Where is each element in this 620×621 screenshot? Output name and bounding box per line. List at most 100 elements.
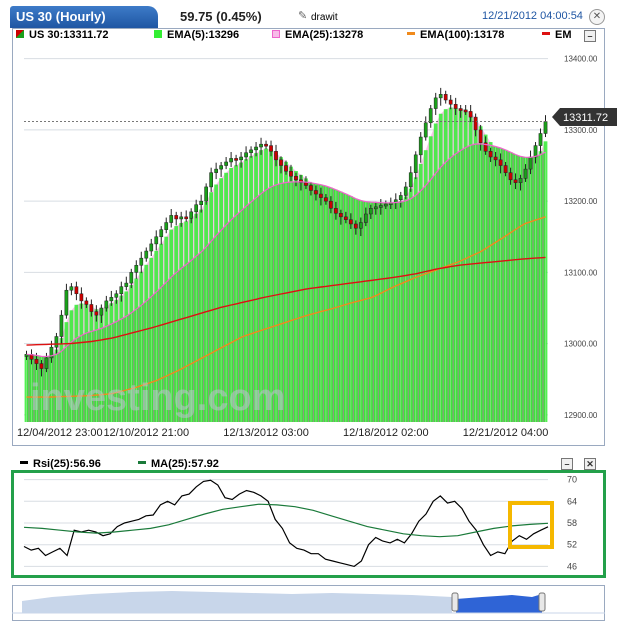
candle-down	[503, 165, 508, 173]
x-tick-label: 12/18/2012 02:00	[343, 427, 429, 439]
candle-up	[144, 250, 149, 259]
highlight-box	[508, 501, 554, 549]
candle-up	[209, 172, 213, 188]
candle-up	[438, 94, 443, 99]
y-tick-label: 12900.00	[564, 411, 598, 420]
rsi-panel-frame	[11, 470, 606, 578]
legend-rsi: Rsi(25):56.96	[20, 458, 101, 470]
candle-up	[189, 211, 194, 219]
rsi-tick-label: 70	[567, 475, 577, 485]
candle-up	[59, 314, 64, 337]
y-tick-label: 13100.00	[564, 268, 598, 277]
candle-up	[403, 186, 408, 196]
legend-ema5-label: EMA(5):13296	[167, 29, 240, 41]
candle-down	[344, 216, 348, 220]
main-chart-frame	[12, 28, 605, 446]
candle-up	[423, 122, 428, 138]
ema100-swatch	[407, 32, 415, 35]
navigator-right-handle[interactable]	[538, 592, 546, 612]
rsi-minimize-button[interactable]: –	[561, 458, 573, 470]
candle-up	[518, 178, 523, 183]
rsi-close-button[interactable]: ✕	[584, 458, 596, 470]
candle-up	[44, 357, 49, 369]
rsi-lines	[23, 479, 549, 568]
rsi-grid	[24, 479, 548, 567]
navigator-chart[interactable]	[12, 585, 605, 621]
candle-down	[294, 175, 298, 181]
candle-up	[54, 336, 59, 348]
candle-down	[513, 179, 518, 183]
candle-up	[194, 204, 199, 213]
ema-lines	[24, 121, 548, 398]
minimize-button[interactable]: –	[584, 30, 596, 42]
candle-up	[164, 222, 169, 230]
candle-up	[124, 282, 129, 287]
legend-ema25-label: EMA(25):13278	[285, 29, 364, 41]
legend-symbol: US 30:13311.72	[16, 29, 109, 41]
candle-up	[214, 168, 218, 173]
candle-down	[443, 94, 448, 101]
candle-up	[219, 165, 223, 170]
candle-down	[299, 179, 303, 183]
candle-down	[458, 108, 463, 111]
symbol-tab[interactable]: US 30 (Hourly)	[10, 6, 158, 28]
candle-down	[74, 286, 79, 295]
candle-up	[99, 307, 104, 316]
candle-down	[319, 193, 323, 198]
candle-up	[134, 265, 139, 273]
candle-up	[169, 215, 174, 223]
candle-down	[508, 172, 513, 181]
candle-up	[64, 289, 69, 316]
y-tick-label: 13300.00	[564, 126, 598, 135]
legend-ema-long-label: EM	[555, 29, 572, 41]
candle-up	[109, 297, 114, 302]
candle-up	[129, 272, 134, 284]
candle-down	[84, 300, 89, 305]
navigator-left-handle[interactable]	[451, 592, 459, 612]
rsi-ma-swatch	[138, 461, 146, 464]
candle-up	[543, 121, 548, 134]
x-tick-label: 12/10/2012 21:00	[103, 427, 189, 439]
candle-up	[259, 143, 263, 148]
pencil-icon[interactable]: ✎	[298, 10, 308, 22]
candle-down	[324, 197, 328, 202]
price-chart: investing.com 12900.00 13000.00 13100.00 13…	[17, 55, 617, 439]
candle-up	[433, 97, 438, 109]
candle-down	[234, 158, 238, 161]
rsi-swatch	[20, 461, 28, 464]
legend-rsi-label: Rsi(25):56.96	[33, 458, 101, 470]
price-tag-value: 13311.72	[563, 112, 608, 124]
candle-up	[408, 172, 413, 188]
candle-down	[463, 109, 468, 113]
ema-long-line	[26, 256, 546, 346]
x-tick-label: 12/21/2012 04:00	[463, 427, 549, 439]
candle-down	[314, 190, 318, 195]
candle-down	[264, 143, 268, 147]
legend-rsi-ma: MA(25):57.92	[138, 458, 219, 470]
candle-up	[413, 154, 418, 173]
x-tick-label: 12/04/2012 23:00	[17, 427, 103, 439]
navigator-selected	[456, 594, 542, 613]
candle-down	[453, 104, 458, 109]
candle-up	[204, 186, 208, 202]
close-icon[interactable]: ✕	[589, 9, 605, 25]
y-tick-label: 13200.00	[564, 197, 598, 206]
time-axis: 12/04/2012 23:00 12/10/2012 21:00 12/13/20…	[17, 427, 548, 439]
legend-rsi-ma-label: MA(25):57.92	[151, 458, 219, 470]
candle-up	[383, 203, 388, 207]
ema-long-swatch	[542, 32, 550, 35]
legend-ema100-label: EMA(100):13178	[420, 29, 505, 41]
candle-down	[339, 213, 343, 218]
draw-it-link[interactable]: drawit	[311, 12, 338, 23]
y-tick-label: 13000.00	[564, 340, 598, 349]
ema5-swatch	[154, 30, 162, 38]
candle-up	[149, 243, 154, 252]
rsi-tick-label: 64	[567, 496, 577, 506]
ema100-line	[26, 216, 546, 398]
candle-up	[373, 206, 378, 210]
timestamp: 12/21/2012 04:00:54	[482, 10, 583, 22]
candle-down	[39, 363, 44, 369]
rsi-legend: Rsi(25):56.96 MA(25):57.92 – ✕	[14, 458, 604, 470]
candle-down	[289, 170, 293, 177]
legend-ema5: EMA(5):13296	[154, 29, 239, 41]
